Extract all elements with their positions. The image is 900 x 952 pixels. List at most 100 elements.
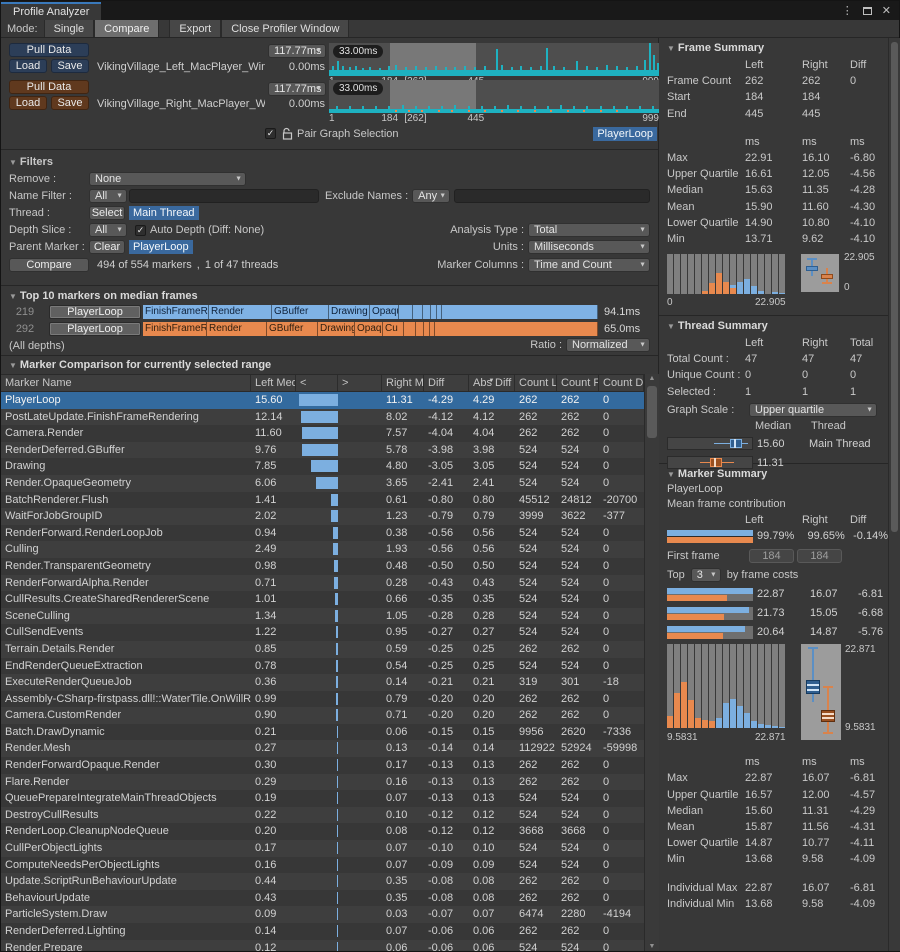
column-header[interactable]: < [296, 375, 338, 391]
top10-segment[interactable]: Render [209, 305, 272, 319]
top10-playerloop-button[interactable]: PlayerLoop [49, 305, 141, 319]
lock-icon[interactable] [282, 127, 293, 140]
top10-segment[interactable] [404, 322, 416, 336]
top10-segment[interactable]: Render [207, 322, 267, 336]
top10-playerloop-button[interactable]: PlayerLoop [49, 322, 141, 336]
table-row[interactable]: Render.Prepare 0.12 0.06 -0.06 0.06 524 524 0 [1, 939, 644, 951]
top10-segment[interactable]: Cu [383, 322, 404, 336]
close-icon[interactable]: ✕ [881, 5, 891, 17]
marker-boxplot[interactable] [801, 644, 841, 741]
top10-header[interactable]: ▼ Top 10 markers on median frames [9, 290, 198, 302]
maximize-icon[interactable] [862, 6, 872, 15]
auto-depth-checkbox[interactable]: ✓ [135, 224, 146, 236]
remove-dropdown[interactable]: None ▼ [89, 172, 246, 186]
table-row[interactable]: ComputeNeedsPerObjectLights 0.16 0.07 -0.09… [1, 856, 644, 874]
table-row[interactable]: RenderDeferred.GBuffer 9.76 5.78 -3.98 3.98 5… [1, 441, 644, 459]
table-row[interactable]: CullPerObjectLights 0.17 0.07 -0.10 0.10 524 5… [1, 840, 644, 857]
table-row[interactable]: QueuePrepareIntegrateMainThreadObjects 0.… [1, 790, 644, 807]
table-row[interactable]: PostLateUpdate.FinishFrameRendering 12.14… [1, 408, 644, 426]
thread-value-chip[interactable]: Main Thread [129, 206, 199, 220]
thread-boxplot-left[interactable] [667, 437, 753, 451]
top10-segment[interactable]: Opaqu [370, 305, 399, 319]
table-row[interactable]: RenderLoop.CleanupNodeQueue 0.20 0.08 -0.12… [1, 823, 644, 841]
table-row[interactable]: Render.OpaqueGeometry 6.06 3.65 -2.41 2.41 52… [1, 474, 644, 492]
ratio-dropdown[interactable]: Normalized ▼ [566, 338, 650, 352]
top10-segment[interactable]: Drawing [329, 305, 370, 319]
scroll-up-icon[interactable]: ▲ [648, 375, 656, 382]
panel-scrollbar-thumb[interactable] [891, 42, 898, 532]
compare-button[interactable]: Compare [9, 258, 89, 272]
top10-segment[interactable] [424, 322, 430, 336]
mode-single-button[interactable]: Single [43, 20, 95, 37]
yaxis-max-left-dropdown[interactable]: 117.77ms ▼ [268, 44, 326, 58]
pair-graph-checkbox[interactable]: ✓ [265, 128, 276, 139]
table-row[interactable]: BehaviourUpdate 0.43 0.35 -0.08 0.08 262 262 0 [1, 889, 644, 907]
table-row[interactable]: Render.TransparentGeometry 0.98 0.48 -0.50 0… [1, 557, 644, 575]
column-header[interactable]: Count R [557, 375, 599, 391]
column-header[interactable]: Count D [599, 375, 644, 391]
table-row[interactable]: Camera.CustomRender 0.90 0.71 -0.20 0.20 262 2… [1, 707, 644, 724]
column-header[interactable]: Abs Diff ▼ [469, 375, 515, 391]
table-row[interactable]: PlayerLoop 15.60 11.31 -4.29 4.29 262 262 0 [1, 392, 644, 409]
column-header[interactable]: Marker Name [1, 375, 251, 391]
top10-segment[interactable] [437, 305, 442, 319]
first-frame-left-button[interactable]: 184 [749, 549, 794, 564]
table-row[interactable]: BatchRenderer.Flush 1.41 0.61 -0.80 0.80 4551… [1, 491, 644, 509]
frame-graph-right[interactable]: 33.00ms [329, 80, 659, 113]
thread-select-button[interactable]: Select [89, 206, 125, 220]
thread-boxplot-right[interactable] [667, 456, 753, 470]
thread-summary-header[interactable]: ▼ Thread Summary [667, 320, 768, 332]
table-row[interactable]: Culling 2.49 1.93 -0.56 0.56 524 524 0 [1, 541, 644, 558]
table-row[interactable]: RenderForwardAlpha.Render 0.71 0.28 -0.43 0.… [1, 574, 644, 592]
table-row[interactable]: CullResults.CreateSharedRendererScene 1.0… [1, 591, 644, 608]
top10-segment[interactable]: FinishFrameRe [143, 305, 209, 319]
top10-segment[interactable] [413, 305, 423, 319]
comparison-header[interactable]: ▼ Marker Comparison for currently selecte… [9, 359, 272, 371]
top10-segment[interactable] [442, 305, 598, 319]
table-row[interactable]: RenderForwardOpaque.Render 0.30 0.17 -0.13 0… [1, 757, 644, 774]
column-header[interactable]: Count L [515, 375, 557, 391]
top-count-dropdown[interactable]: 3 ▼ [690, 568, 721, 583]
column-header[interactable]: Right Median [382, 375, 424, 391]
load-right-button[interactable]: Load [9, 96, 47, 110]
table-row[interactable]: Assembly-CSharp-firstpass.dll!::WaterTil… [1, 690, 644, 708]
top10-segment[interactable]: FinishFrameR [143, 322, 207, 336]
column-header[interactable]: > [338, 375, 382, 391]
scroll-down-icon[interactable]: ▼ [648, 943, 656, 950]
mode-compare-button[interactable]: Compare [94, 20, 160, 37]
table-row[interactable]: ParticleSystem.Draw 0.09 0.03 -0.07 0.07 6474… [1, 906, 644, 923]
selected-marker-chip[interactable]: PlayerLoop [593, 127, 657, 141]
load-left-button[interactable]: Load [9, 59, 47, 73]
graph-scale-dropdown[interactable]: Upper quartile ▼ [749, 402, 877, 417]
depth-slice-dropdown[interactable]: All ▼ [89, 223, 127, 237]
parent-marker-chip[interactable]: PlayerLoop [129, 240, 193, 254]
export-button[interactable]: Export [169, 20, 222, 37]
scrollbar-thumb[interactable] [647, 386, 657, 438]
save-left-button[interactable]: Save [51, 59, 89, 73]
frame-graph-left[interactable]: 33.00ms [329, 43, 659, 76]
exclude-mode-dropdown[interactable]: Any ▼ [412, 189, 451, 203]
table-row[interactable]: Camera.Render 11.60 7.57 -4.04 4.04 262 262 0 [1, 425, 644, 442]
name-filter-input[interactable] [129, 189, 319, 203]
top10-segment[interactable]: Drawing [318, 322, 355, 336]
yaxis-max-right-dropdown[interactable]: 117.77ms ▼ [268, 82, 326, 96]
name-filter-mode-dropdown[interactable]: All ▼ [89, 189, 127, 203]
table-row[interactable]: ExecuteRenderQueueJob 0.36 0.14 -0.21 0.21 31… [1, 674, 644, 691]
table-row[interactable]: Terrain.Details.Render 0.85 0.59 -0.25 0.25 2… [1, 640, 644, 658]
table-row[interactable]: SceneCulling 1.34 1.05 -0.28 0.28 524 524 0 [1, 607, 644, 625]
top10-segment[interactable] [430, 322, 435, 336]
column-header[interactable]: Diff [424, 375, 469, 391]
tab-profile-analyzer[interactable]: Profile Analyzer [1, 2, 102, 20]
filters-header[interactable]: ▼ Filters [9, 156, 53, 168]
top10-segment[interactable] [431, 305, 437, 319]
table-row[interactable]: RenderForward.RenderLoopJob 0.94 0.38 -0.56… [1, 524, 644, 542]
table-row[interactable]: Update.ScriptRunBehaviourUpdate 0.44 0.35 -… [1, 873, 644, 890]
top10-segment[interactable] [399, 305, 413, 319]
marker-columns-dropdown[interactable]: Time and Count ▼ [528, 258, 650, 272]
top10-segment[interactable]: Opaqu [355, 322, 383, 336]
top10-segment[interactable]: GBuffer [267, 322, 318, 336]
top10-row-left[interactable]: 219 PlayerLoop FinishFrameRe Render GBuffer D… [1, 305, 640, 319]
first-frame-right-button[interactable]: 184 [797, 549, 842, 564]
table-row[interactable]: Render.Mesh 0.27 0.13 -0.14 0.14 112922 52924-… [1, 740, 644, 758]
